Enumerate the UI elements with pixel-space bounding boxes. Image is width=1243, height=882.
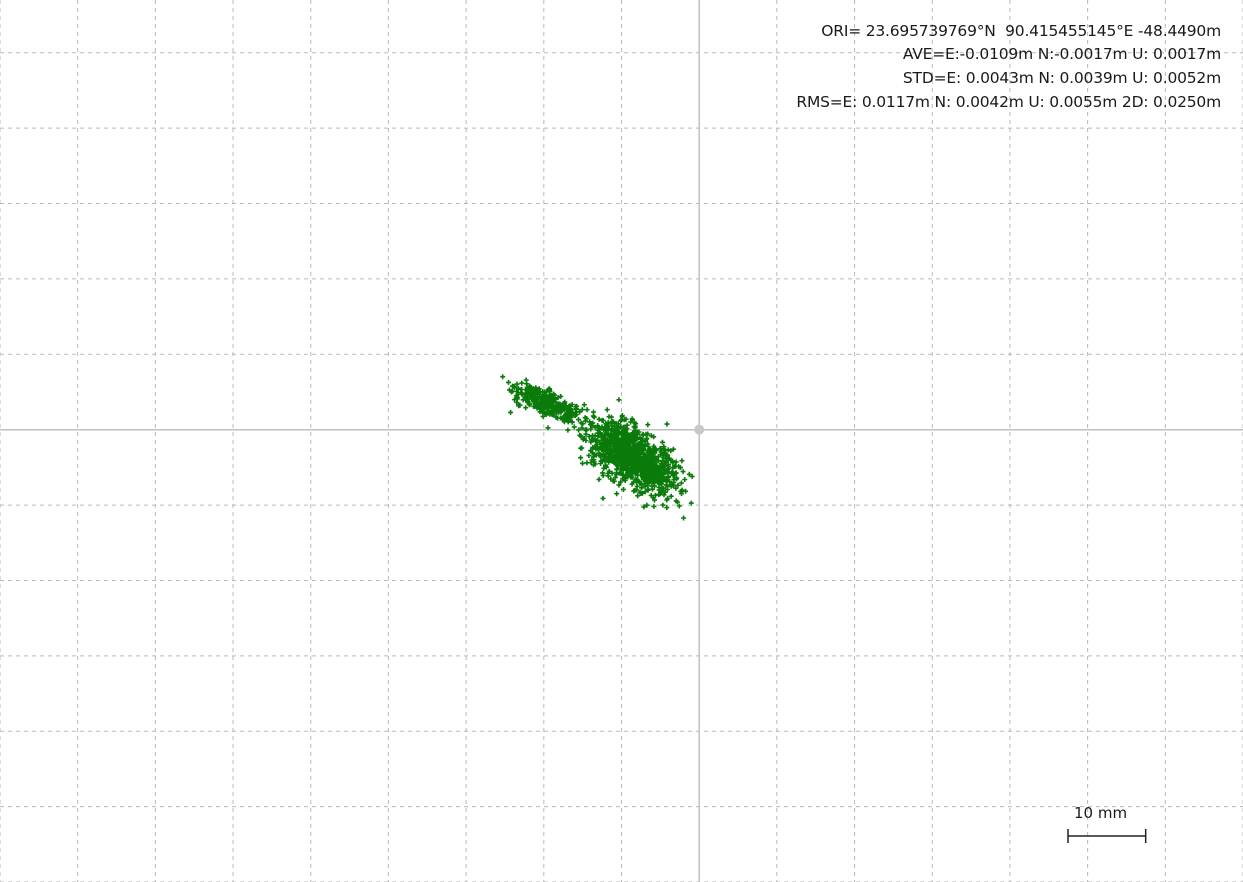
- position-point-markers: [500, 374, 695, 521]
- position-points: [500, 374, 695, 521]
- ave-readout: AVE=E:-0.0109m N:-0.0017m U: 0.0017m: [902, 45, 1221, 63]
- origin-marker: [694, 424, 705, 435]
- std-readout: STD=E: 0.0043m N: 0.0039m U: 0.0052m: [902, 69, 1221, 87]
- scale-bar: [1067, 829, 1147, 843]
- scale-bar-label: 10 mm: [1074, 804, 1128, 822]
- ori-readout: ORI= 23.695739769°N 90.415455145°E -48.4…: [821, 22, 1221, 40]
- rms-readout: RMS=E: 0.0117m N: 0.0042m U: 0.0055m 2D:…: [796, 93, 1221, 111]
